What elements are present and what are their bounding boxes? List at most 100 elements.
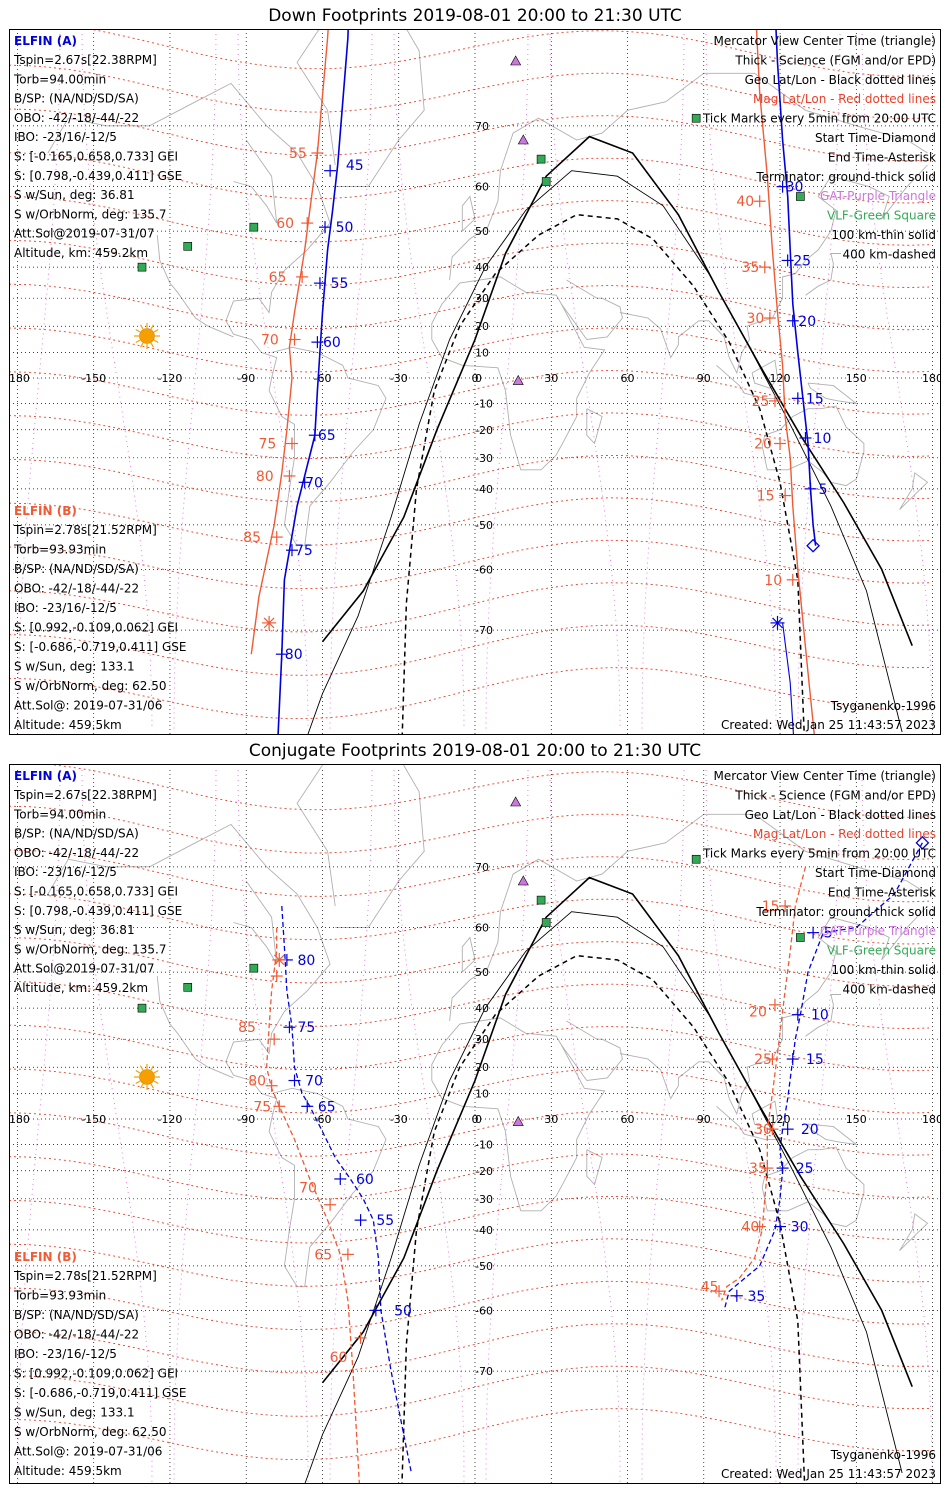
- mag-meridian-line: [641, 29, 685, 730]
- sun-ray: [153, 339, 159, 344]
- elfin-a-info-line: Torb=94.00min: [13, 807, 106, 821]
- elfin-b-info-line: Altitude: 459.5km: [14, 1464, 122, 1478]
- elfin-a-time-label: 75: [298, 1020, 316, 1036]
- lat-tick-label: 10: [475, 347, 489, 360]
- elfin-b-time-label: 45: [701, 1280, 719, 1296]
- mag-latitude-line: [9, 893, 930, 945]
- center-time-triangle: [510, 55, 522, 66]
- lat-tick-label: 60: [475, 922, 489, 935]
- elfin-a-info-line: OBO: -42/-18/-44/-22: [14, 111, 139, 125]
- sun-ray: [135, 339, 141, 344]
- lon-tick-label: 0: [472, 372, 479, 385]
- lon-tick-label: -30: [390, 1113, 408, 1126]
- legend-line: Mag Lat/Lon - Red dotted lines: [753, 92, 936, 106]
- mag-meridian-line: [705, 769, 777, 1484]
- elfin-b-time-label: 10: [764, 573, 782, 589]
- panel-border: [9, 29, 941, 735]
- elfin-a-time-label: 10: [811, 1008, 829, 1024]
- lat-tick-label: -60: [475, 563, 493, 576]
- vlf-station-square: [691, 113, 701, 123]
- elfin-b-info-line: Torb=93.93min: [13, 1289, 106, 1303]
- lon-tick-label: -30: [390, 372, 408, 385]
- elfin-a-info-line: S: [0.798,-0.439,0.411] GSE: [14, 169, 182, 183]
- elfin-a-time-label: 55: [376, 1213, 394, 1229]
- footer-model: Tsyganenko-1996: [830, 699, 936, 713]
- mag-latitude-line: [9, 196, 930, 246]
- mag-latitude-line: [9, 1195, 930, 1244]
- legend-line: 400 km-dashed: [842, 982, 936, 996]
- center-time-triangle: [510, 796, 522, 807]
- lat-tick-label: 20: [475, 320, 489, 333]
- lon-tick-label: -60: [313, 372, 331, 385]
- elfin-a-time-label: 50: [336, 220, 354, 236]
- mag-latitude-line: [9, 1280, 930, 1331]
- elfin-b-time-label: 85: [243, 530, 261, 546]
- legend-line: VLF-Green Square: [827, 944, 936, 958]
- elfin-a-track: [277, 29, 349, 735]
- elfin-a-time-label: 80: [298, 953, 316, 969]
- coastline: [761, 405, 865, 487]
- conjugate-footprints-map: -180-150-120-90-60-300306090120150180706…: [9, 764, 941, 1484]
- mag-latitude-line: [9, 108, 930, 162]
- coastline: [761, 1146, 865, 1228]
- elfin-a-info-line: S: [0.798,-0.439,0.411] GSE: [14, 904, 182, 918]
- mag-meridian-line: [641, 769, 685, 1484]
- mag-latitude-line: [9, 283, 930, 331]
- coastline: [156, 235, 234, 338]
- lon-tick-label: 60: [621, 1113, 635, 1126]
- down-footprints-map: -180 -150 -120 -90 -60 -30 0 30 60 90 120 150 180 70 6…: [9, 29, 941, 735]
- lat-tick-label: 30: [475, 1033, 489, 1046]
- lon-tick-label: 90: [697, 372, 711, 385]
- coastline: [586, 1149, 603, 1186]
- coastline: [233, 139, 278, 224]
- legend-line: GAT-Purple Triangle: [820, 189, 936, 203]
- elfin-b-time-label: 75: [253, 1099, 271, 1115]
- sun-ray: [153, 328, 159, 333]
- vlf-station-square: [536, 895, 546, 905]
- elfin-a-info-line: S w/Sun, deg: 36.81: [14, 923, 135, 937]
- elfin-b-info-line: S: [0.992,-0.109,0.062] GEI: [14, 1367, 178, 1381]
- coastline: [431, 276, 606, 471]
- elfin-a-time-label: 80: [285, 647, 303, 663]
- sun-ray: [135, 1069, 141, 1074]
- mag-meridian-line: [861, 769, 933, 1484]
- lon-tick-label: 120: [770, 372, 791, 385]
- sun-ray: [150, 1065, 155, 1071]
- coastline: [899, 472, 929, 511]
- lat-tick-label: 0: [475, 372, 482, 385]
- sun-ray: [135, 328, 141, 333]
- coastline: [805, 253, 841, 296]
- lon-tick-label: -120: [157, 1113, 182, 1126]
- sun-ray: [139, 1083, 144, 1089]
- elfin-b-info-line: Tspin=2.78s[21.52RPM]: [13, 1269, 157, 1283]
- sun-disk: [139, 328, 155, 344]
- coastline: [807, 382, 858, 405]
- coastline: [586, 408, 603, 445]
- elfin-b-time-label: 30: [747, 311, 765, 327]
- sun-disk: [139, 1069, 155, 1085]
- lat-tick-label: -10: [475, 1138, 493, 1151]
- elfin-b-info-line: Tspin=2.78s[21.52RPM]: [13, 523, 157, 537]
- legend-line: Mag Lat/Lon - Red dotted lines: [753, 827, 936, 841]
- mag-meridian-line: [393, 769, 465, 1484]
- mag-latitude-line: [9, 805, 930, 861]
- coastline: [807, 1123, 858, 1146]
- elfin-a-info-line: Altitude, km: 459.2km: [14, 246, 148, 260]
- vlf-station-square: [691, 854, 701, 864]
- elfin-a-time-label: 10: [814, 431, 832, 447]
- elfin-a-time-label: 60: [356, 1172, 374, 1188]
- elfin-b-info-line: Att.Sol@: 2019-07-31/06: [14, 699, 162, 713]
- map-layer: -180 -150 -120 -90 -60 -30 0 30 60 90 120 150 180 70 6…: [9, 29, 941, 735]
- elfin-b-info-line: S: [-0.686,-0.719,0.411] GSE: [14, 1386, 187, 1400]
- lat-tick-label: 30: [475, 292, 489, 305]
- elfin-b-name: ELFIN (B): [14, 504, 77, 518]
- mag-latitude-line: [9, 1323, 930, 1374]
- lat-tick-label: -30: [475, 452, 493, 465]
- terminator-ground-line: [321, 135, 913, 646]
- altitude-400km-line: [401, 213, 806, 735]
- altitude-400km-line: [401, 954, 806, 1484]
- mag-latitude-line: [9, 1068, 930, 1114]
- lat-tick-label: -70: [475, 1365, 493, 1378]
- legend-line: Thick - Science (FGM and/or EPD): [734, 788, 936, 802]
- mag-meridian-line: [549, 29, 621, 730]
